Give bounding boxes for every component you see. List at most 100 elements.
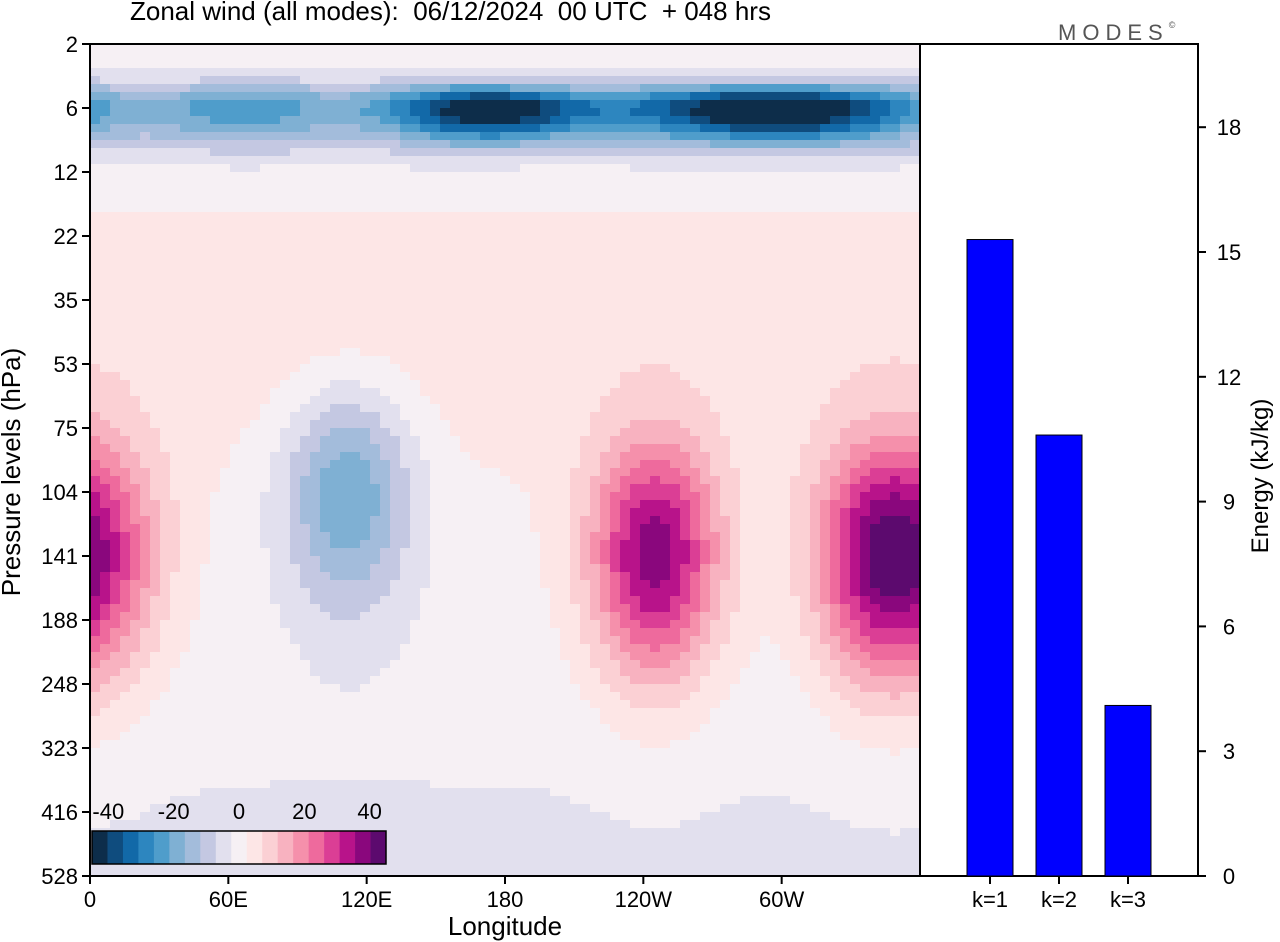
heatmap-cell [110, 468, 121, 477]
heatmap-cell [120, 476, 131, 485]
heatmap-cell [290, 204, 301, 213]
heatmap-cell [400, 420, 411, 429]
heatmap-cell [180, 52, 191, 61]
heatmap-cell [200, 108, 211, 117]
heatmap-cell [620, 148, 631, 157]
heatmap-cell [890, 500, 901, 509]
heatmap-cell [310, 324, 321, 333]
heatmap-cell [170, 68, 181, 77]
heatmap-cell [180, 100, 191, 109]
heatmap-cell [480, 284, 491, 293]
heatmap-cell [470, 220, 481, 229]
heatmap-cell [680, 276, 691, 285]
heatmap-cell [470, 124, 481, 133]
heatmap-cell [720, 364, 731, 373]
heatmap-cell [300, 404, 311, 413]
heatmap-cell [530, 476, 541, 485]
heatmap-cell [150, 204, 161, 213]
heatmap-cell [100, 284, 111, 293]
heatmap-cell [460, 268, 471, 277]
heatmap-cell [720, 444, 731, 453]
heatmap-cell [200, 244, 211, 253]
heatmap-cell [870, 324, 881, 333]
heatmap-cell [400, 132, 411, 141]
heatmap-cell [410, 348, 421, 357]
heatmap-cell [690, 220, 701, 229]
heatmap-cell [720, 460, 731, 469]
heatmap-cell [110, 76, 121, 85]
heatmap-cell [760, 100, 771, 109]
heatmap-cell [390, 132, 401, 141]
heatmap-cell [620, 44, 631, 53]
heatmap-cell [720, 308, 731, 317]
heatmap-cell [440, 356, 451, 365]
heatmap-cell [210, 188, 221, 197]
heatmap-cell [250, 508, 261, 517]
heatmap-cell [390, 508, 401, 517]
heatmap-cell [580, 108, 591, 117]
heatmap-cell [310, 220, 321, 229]
heatmap-cell [480, 508, 491, 517]
heatmap-cell [390, 364, 401, 373]
heatmap-cell [160, 268, 171, 277]
heatmap-cell [100, 444, 111, 453]
heatmap-cell [820, 244, 831, 253]
heatmap-cell [490, 84, 501, 93]
heatmap-cell [290, 300, 301, 309]
heatmap-cell [260, 44, 271, 53]
heatmap-cell [210, 260, 221, 269]
heatmap-cell [710, 484, 721, 493]
heatmap-cell [490, 116, 501, 125]
heatmap-cell [720, 140, 731, 149]
heatmap-cell [180, 412, 191, 421]
heatmap-cell [590, 468, 601, 477]
heatmap-cell [480, 484, 491, 493]
heatmap-cell [540, 212, 551, 221]
heatmap-cell [310, 188, 321, 197]
heatmap-cell [500, 204, 511, 213]
heatmap-cell [510, 308, 521, 317]
heatmap-cell [380, 124, 391, 133]
heatmap-cell [520, 68, 531, 77]
heatmap-cell [270, 212, 281, 221]
heatmap-cell [610, 260, 621, 269]
heatmap-cell [290, 260, 301, 269]
heatmap-cell [200, 388, 211, 397]
heatmap-cell [560, 196, 571, 205]
heatmap-cell [840, 364, 851, 373]
heatmap-cell [420, 484, 431, 493]
heatmap-cell [240, 324, 251, 333]
heatmap-cell [170, 268, 181, 277]
heatmap-cell [480, 196, 491, 205]
heatmap-cell [720, 108, 731, 117]
heatmap-cell [350, 356, 361, 365]
heatmap-cell [250, 108, 261, 117]
heatmap-cell [800, 172, 811, 181]
heatmap-cell [180, 340, 191, 349]
heatmap-cell [550, 332, 561, 341]
heatmap-cell [540, 476, 551, 485]
heatmap-cell [650, 420, 661, 429]
heatmap-cell [630, 468, 641, 477]
heatmap-cell [850, 308, 861, 317]
heatmap-cell [400, 452, 411, 461]
heatmap-cell [340, 172, 351, 181]
heatmap-cell [890, 108, 901, 117]
heatmap-cell [460, 492, 471, 501]
heatmap-cell [480, 452, 491, 461]
heatmap-cell [640, 388, 651, 397]
heatmap-cell [900, 484, 911, 493]
heatmap-cell [130, 452, 141, 461]
heatmap-cell [240, 340, 251, 349]
heatmap-cell [210, 468, 221, 477]
heatmap-cell [680, 516, 691, 525]
heatmap-cell [660, 124, 671, 133]
heatmap-cell [480, 92, 491, 101]
heatmap-cell [190, 444, 201, 453]
heatmap-cell [740, 308, 751, 317]
heatmap-cell [410, 260, 421, 269]
heatmap-cell [500, 148, 511, 157]
heatmap-cell [360, 476, 371, 485]
heatmap-cell [350, 404, 361, 413]
heatmap-cell [290, 348, 301, 357]
